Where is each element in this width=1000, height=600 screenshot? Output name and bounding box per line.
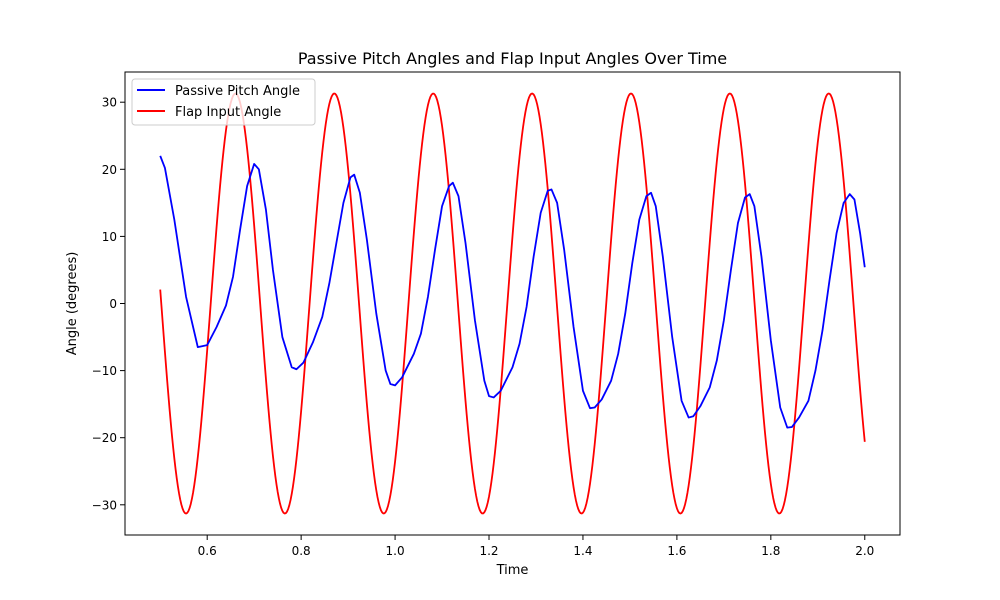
x-tick-label: 1.0 — [386, 544, 405, 558]
y-tick-label: 10 — [102, 230, 117, 244]
series-line-passive-pitch-angle — [159, 155, 866, 429]
y-tick-label: −30 — [92, 498, 117, 512]
x-tick-label: 1.6 — [667, 544, 686, 558]
y-tick-label: 0 — [109, 297, 117, 311]
x-tick-label: 1.8 — [761, 544, 780, 558]
x-tick-label: 0.6 — [198, 544, 217, 558]
x-axis-label: Time — [496, 563, 529, 578]
y-axis: −30 −20 −10 0 10 20 30 — [92, 96, 125, 512]
x-tick-label: 0.8 — [292, 544, 311, 558]
legend: Passive Pitch Angle Flap Input Angle — [131, 78, 316, 126]
x-tick-label: 1.2 — [479, 544, 498, 558]
y-tick-label: 30 — [102, 96, 117, 110]
x-tick-label: 1.4 — [573, 544, 592, 558]
y-axis-label: Angle (degrees) — [65, 252, 80, 356]
legend-label-flap-input: Flap Input Angle — [175, 105, 281, 120]
x-tick-label: 2.0 — [855, 544, 874, 558]
legend-box — [131, 78, 316, 126]
series-line-flap-input-angle — [159, 92, 866, 515]
y-tick-label: −20 — [92, 431, 117, 445]
y-tick-label: 20 — [102, 163, 117, 177]
x-axis: 0.6 0.8 1.0 1.2 1.4 1.6 1.8 2.0 — [198, 535, 874, 558]
chart-title: Passive Pitch Angles and Flap Input Angl… — [298, 49, 727, 68]
legend-label-passive-pitch: Passive Pitch Angle — [175, 84, 300, 99]
series-layer — [159, 92, 866, 515]
y-tick-label: −10 — [92, 364, 117, 378]
